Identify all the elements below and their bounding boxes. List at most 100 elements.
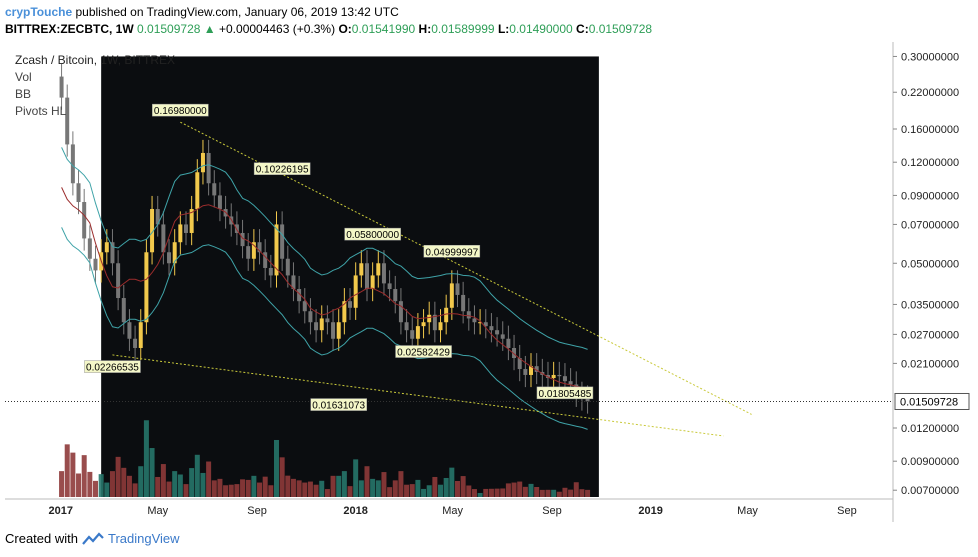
y-tick-label: 0.02700000	[901, 329, 959, 341]
volume-bar	[307, 481, 313, 497]
support-trendline	[112, 354, 724, 437]
candle-body	[87, 238, 92, 259]
y-tick-label: 0.30000000	[901, 51, 959, 63]
candle-body	[161, 224, 166, 253]
volume-bar	[59, 471, 65, 497]
candles-group	[59, 63, 591, 497]
candle-body	[82, 202, 87, 239]
candle-body	[348, 301, 353, 308]
candle-body	[557, 374, 562, 377]
volume-bar	[330, 475, 336, 497]
volume-bar	[115, 456, 121, 497]
volume-bar	[460, 476, 466, 497]
price-chart[interactable]: 0.01509728 0.16980000 0.10226195 0.05800000…	[5, 42, 975, 522]
last-price-label: 0.01509728	[900, 396, 958, 408]
y-tick-label: 0.03500000	[901, 299, 959, 311]
pivot-label: 0.04999997	[425, 247, 478, 258]
volume-bar	[336, 475, 342, 497]
volume-bar	[64, 444, 70, 497]
volume-bar	[81, 455, 87, 497]
bb-upper-line	[61, 147, 588, 350]
candle-body	[133, 338, 138, 348]
volume-bar	[273, 439, 279, 497]
candle-body	[110, 242, 115, 264]
y-tick-label: 0.02100000	[901, 358, 959, 370]
candle-body	[342, 301, 347, 323]
candle-body	[314, 322, 319, 331]
candle-body	[472, 318, 477, 323]
x-tick-label: May	[147, 505, 168, 517]
volume-bar	[545, 489, 551, 497]
candle-body	[517, 358, 522, 370]
candle-body	[568, 381, 573, 385]
y-tick-label: 0.16000000	[901, 124, 959, 136]
volume-bar	[387, 487, 393, 497]
candle-body	[155, 209, 160, 225]
candle-body	[551, 374, 556, 379]
volume-bar	[194, 454, 200, 497]
candle-body	[444, 307, 449, 323]
volume-bar	[528, 483, 534, 497]
x-tick-label: 2018	[343, 505, 367, 517]
volume-bar	[534, 486, 540, 497]
volume-bar	[234, 484, 240, 497]
volume-bar	[568, 489, 574, 497]
volume-bar	[206, 461, 212, 497]
volume-bar	[268, 485, 274, 497]
volume-bar	[579, 489, 585, 497]
volume-bar	[443, 477, 449, 497]
bb-middle-line	[61, 187, 588, 390]
candle-body	[76, 183, 81, 203]
volume-bar	[483, 488, 489, 497]
candle-body	[138, 322, 143, 348]
candle-body	[381, 263, 386, 284]
volume-bar	[76, 473, 82, 497]
volume-bar	[471, 489, 477, 497]
pivot-label: 0.05800000	[346, 230, 399, 241]
candle-body	[150, 209, 155, 253]
chart-dark-region	[101, 56, 599, 498]
pivot-label: 0.02582429	[397, 348, 450, 359]
volume-bar	[132, 483, 138, 497]
author-name[interactable]: crypTouche	[5, 5, 73, 19]
candle-body	[495, 330, 500, 335]
volume-bar	[70, 452, 76, 497]
volume-bar	[155, 476, 161, 497]
publish-line: crypTouche published on TradingView.com,…	[5, 5, 399, 19]
volume-bar	[551, 489, 557, 497]
volume-bar	[370, 478, 376, 497]
volume-bar	[341, 471, 347, 497]
legend-item-bb[interactable]: BB	[15, 87, 32, 101]
volume-bar	[426, 485, 432, 497]
footer-brand[interactable]: TradingView	[107, 531, 180, 546]
chart-legend-title: Zcash / Bitcoin, 1W, BITTREX	[15, 53, 176, 67]
ohlc-open: 0.01541990	[351, 22, 416, 36]
legend-item-pivots[interactable]: Pivots HL	[15, 104, 67, 118]
legend-item-vol[interactable]: Vol	[15, 70, 32, 84]
volume-bar	[87, 471, 93, 497]
y-tick-label: 0.00700000	[901, 485, 959, 497]
volume-bar	[404, 484, 410, 497]
candle-body	[212, 183, 217, 196]
volume-bar	[183, 484, 189, 497]
volume-bar	[409, 484, 415, 497]
volume-bar	[494, 488, 500, 497]
volume-bar	[92, 480, 98, 497]
volume-bar	[211, 480, 217, 497]
candle-body	[285, 258, 290, 276]
volume-bar	[522, 486, 528, 497]
candle-body	[500, 334, 505, 339]
candle-body	[489, 326, 494, 331]
candle-body	[404, 322, 409, 331]
pivot-label-box	[310, 398, 367, 411]
candle-body	[167, 252, 172, 264]
candle-body	[331, 322, 336, 339]
ohlc-close-key: C:	[576, 22, 589, 36]
volume-bar	[279, 457, 285, 497]
volume-bar	[505, 483, 511, 497]
candle-body	[449, 283, 454, 308]
candle-body	[466, 311, 471, 319]
y-tick-label: 0.12000000	[901, 157, 959, 169]
candle-body	[585, 398, 590, 402]
candle-body	[534, 366, 539, 372]
